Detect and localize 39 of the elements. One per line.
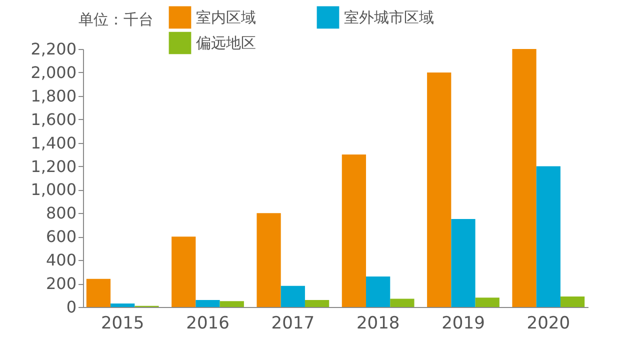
bar xyxy=(475,298,500,307)
bar xyxy=(220,301,244,307)
bar xyxy=(280,286,305,307)
bar xyxy=(110,303,135,307)
x-tick-label: 2015 xyxy=(100,314,144,334)
bar xyxy=(427,72,452,307)
y-tick-label: 2,200 xyxy=(30,40,76,58)
y-tick-label: 1,600 xyxy=(30,110,76,129)
x-tick-label: 2017 xyxy=(271,314,315,334)
bar xyxy=(560,296,585,307)
bar xyxy=(196,300,220,307)
y-tick-label: 0 xyxy=(66,298,76,316)
legend-label: 室外城市区域 xyxy=(344,8,434,26)
y-tick-label: 2,000 xyxy=(30,62,76,82)
y-tick-label: 1,800 xyxy=(30,86,76,106)
y-tick-label: 200 xyxy=(46,274,76,294)
y-tick-label: 600 xyxy=(46,227,76,246)
legend-label: 室内区域 xyxy=(196,8,256,26)
y-axis-title: 单位：千台 xyxy=(78,10,154,28)
y-tick-label: 800 xyxy=(46,204,76,223)
bar xyxy=(256,213,281,307)
bar xyxy=(390,298,414,307)
bar xyxy=(451,219,476,307)
y-tick-label: 1,000 xyxy=(30,180,76,200)
bar xyxy=(366,276,390,307)
bar xyxy=(342,154,366,307)
bar xyxy=(304,300,330,307)
bar xyxy=(86,278,111,307)
bar xyxy=(512,49,536,307)
bar xyxy=(536,166,560,307)
bar xyxy=(172,236,196,307)
x-tick-label: 2020 xyxy=(526,314,570,334)
x-tick-label: 2018 xyxy=(356,314,400,334)
x-tick-label: 2019 xyxy=(442,314,485,334)
y-tick-label: 400 xyxy=(46,250,76,270)
x-tick-label: 2016 xyxy=(186,314,230,334)
legend-label: 偏远地区 xyxy=(196,34,256,52)
y-tick-label: 1,400 xyxy=(30,133,76,152)
y-tick-label: 1,200 xyxy=(30,156,76,176)
